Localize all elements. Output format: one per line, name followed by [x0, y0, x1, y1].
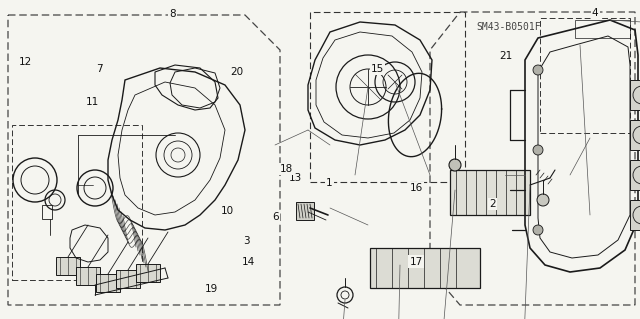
Bar — [76, 267, 100, 285]
Bar — [56, 257, 80, 275]
Bar — [540, 18, 630, 133]
Circle shape — [533, 65, 543, 75]
Circle shape — [449, 159, 461, 171]
Text: 12: 12 — [19, 57, 32, 67]
Bar — [630, 80, 640, 110]
Bar — [310, 12, 465, 182]
Text: 2: 2 — [490, 199, 496, 209]
Text: 20: 20 — [230, 67, 243, 77]
Bar — [136, 264, 160, 282]
Circle shape — [537, 194, 549, 206]
Bar — [116, 270, 140, 288]
Text: 10: 10 — [221, 205, 234, 216]
Text: 8: 8 — [170, 9, 176, 19]
Text: 14: 14 — [242, 256, 255, 267]
Text: 3: 3 — [243, 236, 250, 246]
Bar — [630, 160, 640, 190]
Text: 19: 19 — [205, 284, 218, 294]
Text: 11: 11 — [86, 97, 99, 107]
Text: 18: 18 — [280, 164, 293, 174]
Text: 7: 7 — [96, 63, 102, 74]
Circle shape — [533, 225, 543, 235]
Text: SM43-B0501F: SM43-B0501F — [477, 22, 541, 32]
Bar — [42, 205, 52, 219]
Bar — [630, 120, 640, 150]
Text: 21: 21 — [499, 51, 512, 61]
Text: 6: 6 — [272, 212, 278, 222]
Bar — [96, 274, 120, 292]
Bar — [370, 248, 480, 288]
Circle shape — [533, 145, 543, 155]
Text: 17: 17 — [410, 256, 422, 267]
Text: 13: 13 — [289, 173, 302, 183]
Bar — [450, 170, 530, 215]
Text: 4: 4 — [592, 8, 598, 18]
Bar — [296, 202, 314, 220]
Bar — [630, 200, 640, 230]
Bar — [575, 20, 630, 38]
Text: 15: 15 — [371, 63, 384, 74]
Text: 16: 16 — [410, 183, 422, 193]
Text: 1: 1 — [326, 178, 333, 189]
Bar — [12, 125, 142, 280]
